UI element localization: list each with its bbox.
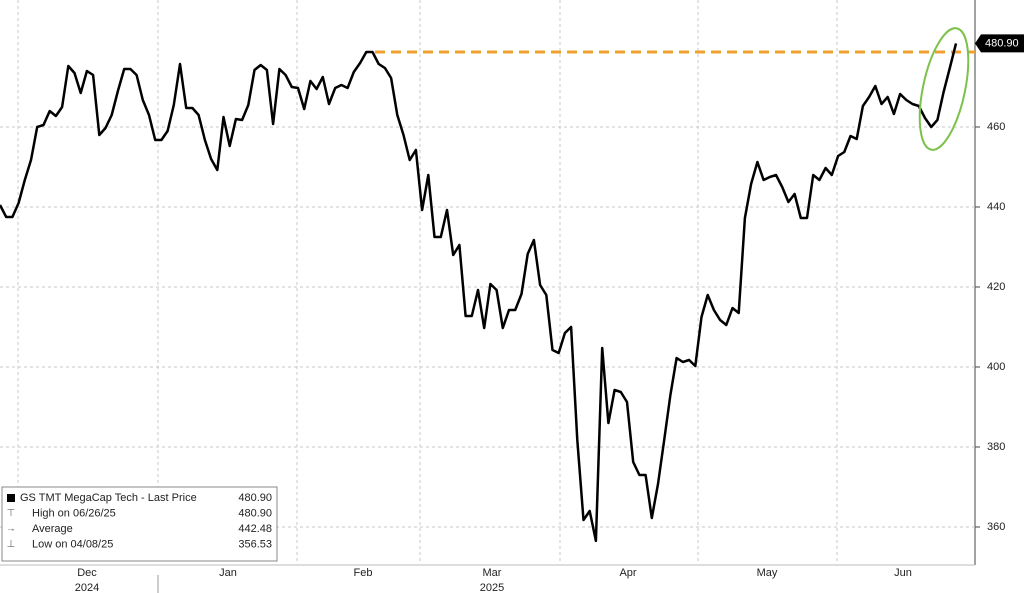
legend-label: Average <box>32 523 73 535</box>
legend-value: 442.48 <box>238 523 272 535</box>
legend-glyph: ⊤ <box>7 508 16 519</box>
legend-label: Low on 04/08/25 <box>32 538 113 550</box>
legend-glyph: → <box>6 524 16 535</box>
legend-glyph: ⊥ <box>7 539 16 550</box>
legend-label: GS TMT MegaCap Tech - Last Price <box>20 492 197 504</box>
x-tick-label: Mar <box>483 567 502 579</box>
y-tick-label: 420 <box>987 281 1005 293</box>
last-price-tag <box>975 34 1024 53</box>
last-price-label: 480.90 <box>985 37 1019 49</box>
y-tick-label: 360 <box>987 521 1005 533</box>
legend-label: High on 06/26/25 <box>32 507 116 519</box>
price-line <box>0 43 958 543</box>
x-tick-label: Feb <box>354 567 373 579</box>
x-tick-label: Jun <box>894 567 912 579</box>
x-tick-label: Dec <box>77 567 97 579</box>
highlight-ellipse <box>918 27 970 151</box>
x-tick-label: Apr <box>619 567 636 579</box>
legend: GS TMT MegaCap Tech - Last Price 480.90 ⊤ H… <box>1 486 278 562</box>
y-tick-label: 380 <box>987 441 1005 453</box>
legend-value: 480.90 <box>238 492 272 504</box>
y-tick-label: 440 <box>987 201 1005 213</box>
legend-value: 480.90 <box>238 507 272 519</box>
y-tick-label: 400 <box>987 361 1005 373</box>
legend-value: 356.53 <box>238 538 272 550</box>
y-tick-label: 460 <box>987 121 1005 133</box>
legend-swatch <box>7 494 15 502</box>
legend-box <box>1 486 278 562</box>
x-year-label: 2025 <box>480 582 504 593</box>
x-tick-label: May <box>757 567 778 579</box>
x-tick-label: Jan <box>219 567 237 579</box>
x-year-label: 2024 <box>75 582 99 593</box>
